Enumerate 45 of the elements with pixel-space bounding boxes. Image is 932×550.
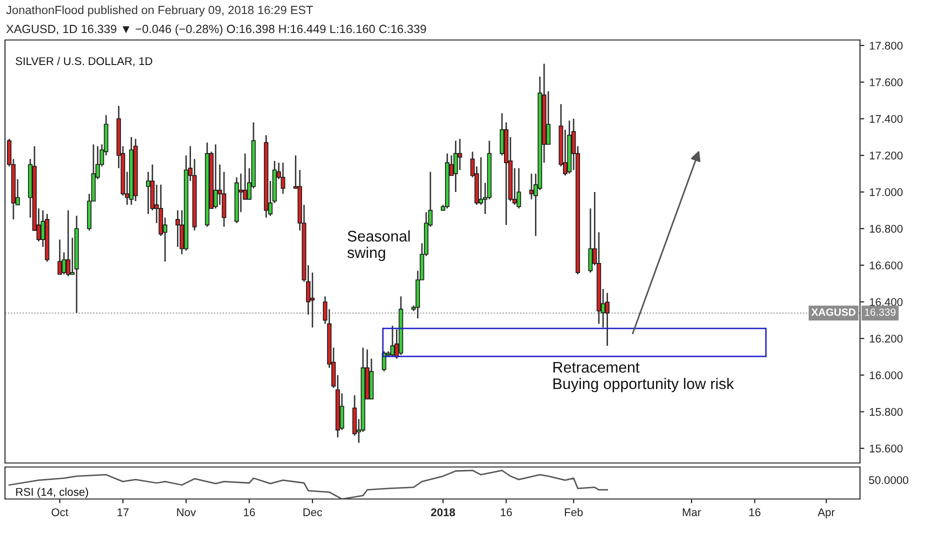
candlestick bbox=[66, 210, 70, 277]
y-tick-label: 17.800 bbox=[870, 42, 903, 50]
text: 50.0000 bbox=[868, 476, 908, 484]
y-tick-label: 15.600 bbox=[870, 444, 903, 452]
candlestick bbox=[310, 272, 315, 328]
x-tick-label: 16 bbox=[749, 508, 760, 516]
candlestick bbox=[453, 140, 458, 193]
y-tick-label: 16.200 bbox=[870, 334, 903, 343]
y-tick-label: 17.400 bbox=[870, 115, 903, 123]
x-tick-label: Oct bbox=[52, 508, 68, 516]
annotation: 16.339 bbox=[864, 308, 896, 316]
x-tick-label: Nov bbox=[177, 508, 196, 516]
candlestick bbox=[58, 238, 62, 276]
text: SILVER / U.S. DOLLAR, 1D bbox=[16, 56, 152, 66]
candlestick bbox=[529, 172, 534, 200]
y-tick-label: 17.000 bbox=[870, 188, 903, 196]
y-tick-label: 16.600 bbox=[870, 262, 903, 270]
candlestick bbox=[213, 144, 218, 210]
y-tick-label: 15.800 bbox=[870, 408, 903, 416]
x-tick-label: Apr bbox=[818, 508, 835, 518]
chart-subtitle: XAGUSD, 1D 16.339 ▼ −0.046 (−0.28%) O:16.398 H:16.449 L:16.160 C:16.339 bbox=[6, 24, 426, 36]
candlestick bbox=[146, 171, 150, 215]
text: JonathonFlood published on February 09, 2018 16:29 EST bbox=[6, 6, 313, 16]
candlestick bbox=[546, 90, 551, 146]
y-tick-label: 17.200 bbox=[870, 152, 903, 160]
y-tick-label: 16.800 bbox=[870, 224, 903, 233]
text: RSI (14, close) bbox=[16, 488, 88, 498]
y-tick-label: 16.400 bbox=[870, 298, 903, 306]
y-tick-label: 17.600 bbox=[870, 78, 903, 86]
x-tick-label: 17 bbox=[118, 508, 129, 516]
ref-line-label: XAGUSD bbox=[811, 308, 856, 316]
candlestick bbox=[458, 138, 462, 171]
candlestick bbox=[516, 167, 522, 210]
y-tick-label: 16.000 bbox=[870, 371, 903, 380]
candlestick bbox=[390, 324, 395, 358]
x-tick-label: Dec bbox=[303, 508, 322, 516]
annotation: Seasonal swing bbox=[347, 230, 410, 262]
candlestick bbox=[340, 392, 344, 431]
x-tick-label: 16 bbox=[500, 508, 512, 516]
x-tick-label: Mar bbox=[682, 508, 701, 516]
x-tick-label: 2018 bbox=[431, 508, 456, 516]
candlestick bbox=[605, 292, 610, 346]
x-tick-label: 16 bbox=[244, 508, 255, 516]
annotation: Retracement Buying opportunity low risk bbox=[553, 362, 734, 392]
x-tick-label: Feb bbox=[564, 508, 583, 516]
